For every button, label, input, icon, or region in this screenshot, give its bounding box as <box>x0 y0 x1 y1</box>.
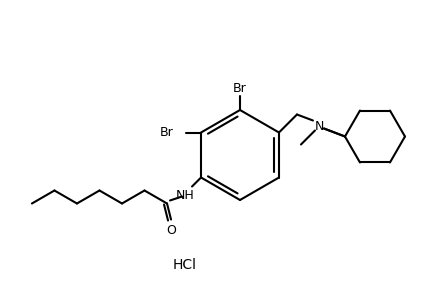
Text: Br: Br <box>159 126 173 139</box>
Text: Br: Br <box>233 83 247 96</box>
Text: HCl: HCl <box>173 258 197 272</box>
Text: NH: NH <box>176 189 194 202</box>
Text: N: N <box>314 120 324 133</box>
Text: O: O <box>166 224 176 237</box>
